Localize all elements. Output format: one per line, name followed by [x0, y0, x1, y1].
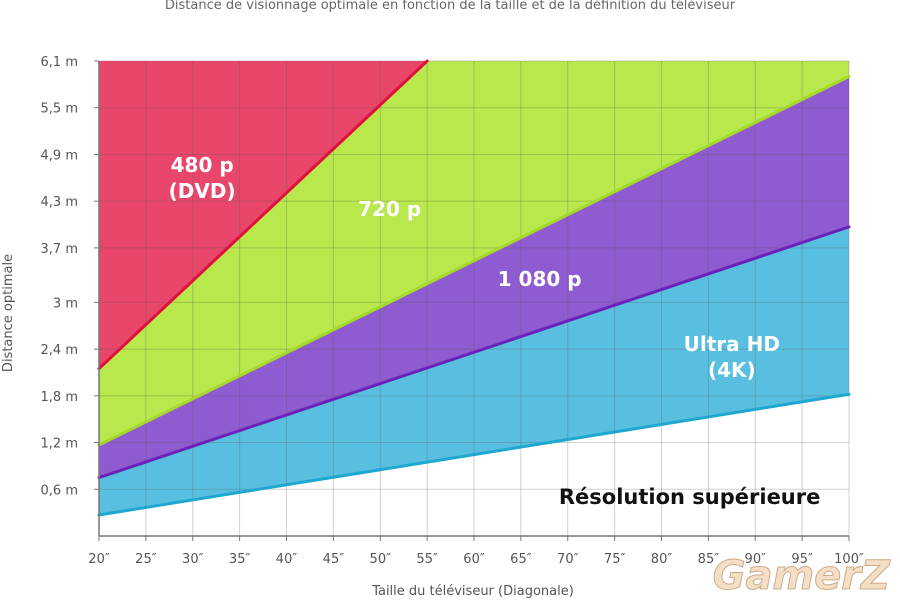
region-label: Ultra HD — [684, 332, 780, 356]
y-tick-label: 0,6 m — [41, 483, 78, 498]
y-axis-label: Distance optimale — [1, 254, 16, 372]
boundary-line — [97, 59, 429, 371]
region-label: 480 p — [171, 153, 234, 177]
x-tick-label: 30″ — [182, 552, 204, 567]
watermark-logo: GamerZ — [713, 553, 891, 599]
x-tick-label: 90″ — [745, 552, 767, 567]
region-labels: 480 p(DVD) 720 p 1 080 p Ultra HD(4K) Résolu… — [169, 153, 821, 509]
boundary-line — [97, 225, 851, 480]
x-tick-label: 75″ — [604, 552, 626, 567]
region-label: (4K) — [708, 358, 756, 382]
region-area — [99, 61, 849, 445]
y-tick-label: 5,5 m — [41, 102, 78, 117]
x-tick-label: 100″ — [834, 552, 864, 567]
region-label: 1 080 p — [498, 267, 582, 291]
x-tick-label: 70″ — [557, 552, 579, 567]
x-tick-labels: 20″ 25″ 30″ 35″ 40″ 45″ 50″ 55″ 60″ 65″ 70″ 75″ 80″ 8… — [88, 536, 864, 567]
region-label: 720 p — [358, 197, 421, 221]
y-tick-labels: 0,6 m 1,2 m 1,8 m 2,4 m 3 m 3,7 m 4,3 m 4,9 m 5,… — [41, 55, 99, 498]
x-tick-label: 65″ — [510, 552, 532, 567]
y-tick-label: 3,7 m — [41, 242, 78, 257]
x-tick-label: 40″ — [276, 552, 298, 567]
y-tick-label: 2,4 m — [41, 343, 78, 358]
y-tick-label: 4,9 m — [41, 148, 78, 163]
chart-title: Distance de visionnage optimale en fonct… — [165, 0, 736, 13]
x-tick-label: 80″ — [651, 552, 673, 567]
y-tick-label: 1,8 m — [41, 390, 78, 405]
region-area — [99, 76, 849, 478]
boundary-line — [97, 392, 851, 517]
x-tick-label: 60″ — [463, 552, 485, 567]
x-axis-label: Taille du téléviseur (Diagonale) — [371, 584, 574, 599]
x-tick-label: 25″ — [135, 552, 157, 567]
x-tick-label: 50″ — [370, 552, 392, 567]
boundary-line — [97, 75, 851, 447]
x-tick-label: 45″ — [323, 552, 345, 567]
y-tick-label: 1,2 m — [41, 437, 78, 452]
y-tick-label: 6,1 m — [41, 55, 78, 70]
x-tick-label: 20″ — [88, 552, 110, 567]
x-tick-label: 35″ — [229, 552, 251, 567]
y-tick-label: 3 m — [53, 296, 78, 311]
region-label: (DVD) — [169, 179, 236, 203]
region-label: Résolution supérieure — [559, 485, 821, 509]
boundary-lines — [97, 59, 851, 517]
region-area — [99, 226, 849, 515]
x-tick-label: 95″ — [791, 552, 813, 567]
x-tick-label: 85″ — [698, 552, 720, 567]
y-tick-label: 4,3 m — [41, 195, 78, 210]
x-tick-label: 55″ — [416, 552, 438, 567]
